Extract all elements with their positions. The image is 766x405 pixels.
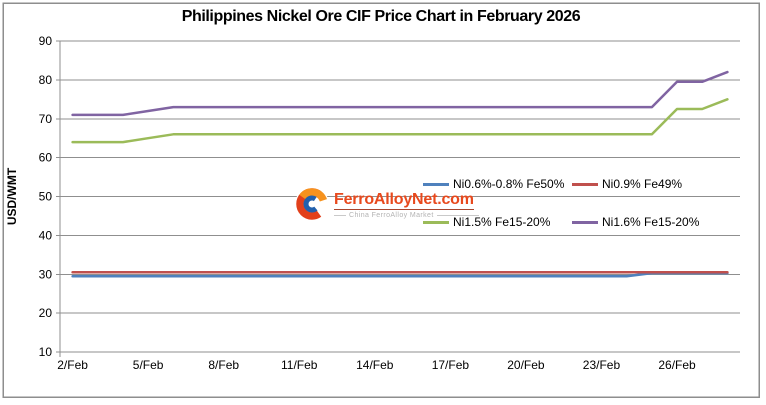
y-tick-label: 40	[39, 228, 53, 242]
chart-border	[2, 2, 760, 398]
legend-line-sample	[423, 182, 449, 186]
watermark-brand-text: FerroAlloyNet.com	[334, 191, 474, 210]
watermark: FerroAlloyNet.com China FerroAlloy Marke…	[294, 185, 479, 222]
legend-item: Ni1.5% Fe15-20%	[423, 215, 550, 229]
x-tick-label: 20/Feb	[507, 358, 545, 372]
watermark-subtitle-text: China FerroAlloy Market	[349, 212, 434, 219]
y-axis-title: USD/WMT	[5, 167, 19, 225]
legend-label: Ni0.9% Fe49%	[602, 177, 683, 191]
y-tick-label: 80	[39, 73, 53, 87]
series-line	[71, 271, 729, 278]
y-tick-label: 90	[39, 34, 53, 48]
legend-item: Ni1.6% Fe15-20%	[572, 215, 699, 229]
subtitle-dash-left	[334, 215, 346, 216]
ferroalloynet-logo-icon	[295, 187, 329, 221]
legend-label: Ni0.6%-0.8% Fe50%	[453, 177, 565, 191]
chart-title: Philippines Nickel Ore CIF Price Chart i…	[181, 8, 581, 25]
y-tick-label: 50	[39, 190, 53, 204]
x-tick-label: 11/Feb	[281, 358, 318, 372]
watermark-subtitle: China FerroAlloy Market	[334, 212, 479, 219]
x-tick-label: 2/Feb	[57, 358, 88, 372]
x-tick-label: 26/Feb	[658, 358, 696, 372]
series-line	[71, 70, 729, 117]
legend-line-sample	[572, 182, 598, 186]
legend-line-sample	[572, 220, 598, 224]
x-tick-label: 14/Feb	[356, 358, 394, 372]
y-tick-label: 10	[39, 345, 53, 359]
y-tick-label: 70	[39, 112, 53, 126]
x-tick-label: 5/Feb	[133, 358, 164, 372]
legend-label: Ni1.6% Fe15-20%	[602, 215, 700, 229]
series-line	[71, 98, 729, 144]
legend-item: Ni0.6%-0.8% Fe50%	[423, 177, 564, 191]
legend-label: Ni1.5% Fe15-20%	[453, 215, 551, 229]
y-tick-label: 20	[39, 306, 53, 320]
watermark-brand-underline	[334, 209, 474, 210]
x-tick-label: 23/Feb	[583, 358, 621, 372]
y-tick-label: 60	[39, 151, 53, 165]
subtitle-dash-right	[436, 215, 479, 216]
x-tick-label: 17/Feb	[432, 358, 470, 372]
legend-item: Ni0.9% Fe49%	[572, 177, 682, 191]
legend-line-sample	[423, 220, 449, 224]
y-tick-label: 30	[39, 267, 53, 281]
x-tick-label: 8/Feb	[208, 358, 239, 372]
